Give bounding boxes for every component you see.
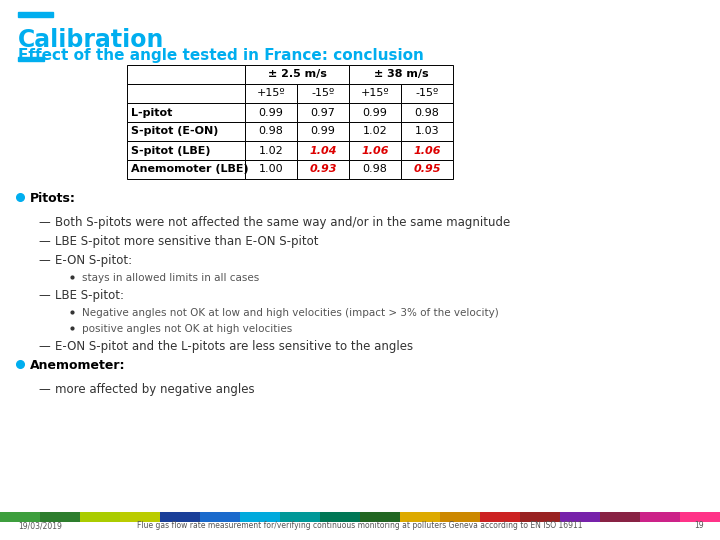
Bar <box>245 65 349 84</box>
Text: LBE S-pitot more sensitive than E-ON S-pitot: LBE S-pitot more sensitive than E-ON S-p… <box>55 235 318 248</box>
Bar <box>127 141 245 160</box>
Bar <box>160 512 200 522</box>
Bar <box>80 512 120 522</box>
Text: —: — <box>38 383 50 396</box>
Text: 1.02: 1.02 <box>363 126 387 137</box>
Bar <box>480 512 520 522</box>
Text: E-ON S-pitot and the L-pitots are less sensitive to the angles: E-ON S-pitot and the L-pitots are less s… <box>55 340 413 353</box>
Bar <box>18 12 53 17</box>
Bar <box>349 84 401 103</box>
Text: 1.00: 1.00 <box>258 165 283 174</box>
Text: S-pitot (LBE): S-pitot (LBE) <box>131 145 210 156</box>
Text: L-pitot: L-pitot <box>131 107 172 118</box>
Text: ± 38 m/s: ± 38 m/s <box>374 70 428 79</box>
Text: stays in allowed limits in all cases: stays in allowed limits in all cases <box>82 273 259 283</box>
Bar <box>245 122 297 141</box>
Bar <box>40 512 80 522</box>
Bar <box>349 141 401 160</box>
Text: ± 2.5 m/s: ± 2.5 m/s <box>268 70 326 79</box>
Bar <box>245 160 297 179</box>
Text: more affected by negative angles: more affected by negative angles <box>55 383 255 396</box>
Bar <box>18 57 44 61</box>
Text: 19: 19 <box>694 522 704 530</box>
Bar <box>297 141 349 160</box>
Text: 19/03/2019: 19/03/2019 <box>18 522 62 530</box>
Bar <box>127 160 245 179</box>
Text: 1.03: 1.03 <box>415 126 439 137</box>
Text: +15º: +15º <box>361 89 390 98</box>
Text: —: — <box>38 216 50 229</box>
Bar <box>360 512 400 522</box>
Bar <box>680 512 720 522</box>
Bar <box>245 84 297 103</box>
Text: 0.98: 0.98 <box>258 126 284 137</box>
Text: —: — <box>38 340 50 353</box>
Bar <box>0 512 40 522</box>
Text: 0.98: 0.98 <box>415 107 439 118</box>
Bar <box>349 160 401 179</box>
Text: -15º: -15º <box>311 89 335 98</box>
Bar <box>560 512 600 522</box>
Text: Calibration: Calibration <box>18 28 164 52</box>
Bar <box>400 512 440 522</box>
Text: 0.97: 0.97 <box>310 107 336 118</box>
Bar <box>120 512 160 522</box>
Text: 0.99: 0.99 <box>258 107 284 118</box>
Text: LBE S-pitot:: LBE S-pitot: <box>55 289 124 302</box>
Text: Both S-pitots were not affected the same way and/or in the same magnitude: Both S-pitots were not affected the same… <box>55 216 510 229</box>
Text: 0.95: 0.95 <box>413 165 441 174</box>
Text: Pitots:: Pitots: <box>30 192 76 205</box>
Text: -15º: -15º <box>415 89 438 98</box>
Bar <box>401 141 453 160</box>
Text: E-ON S-pitot:: E-ON S-pitot: <box>55 254 132 267</box>
Bar <box>401 84 453 103</box>
Text: —: — <box>38 254 50 267</box>
Bar <box>520 512 560 522</box>
Text: Negative angles not OK at low and high velocities (impact > 3% of the velocity): Negative angles not OK at low and high v… <box>82 308 499 318</box>
Text: 1.06: 1.06 <box>413 145 441 156</box>
Text: Anemometer:: Anemometer: <box>30 359 125 372</box>
Text: 1.06: 1.06 <box>361 145 389 156</box>
Bar <box>349 103 401 122</box>
Bar <box>127 84 245 103</box>
Text: —: — <box>38 289 50 302</box>
Bar <box>640 512 680 522</box>
Bar <box>600 512 640 522</box>
Text: —: — <box>38 235 50 248</box>
Text: Flue gas flow rate measurement for/verifying continuous monitoring at polluters : Flue gas flow rate measurement for/verif… <box>138 522 582 530</box>
Bar <box>240 512 280 522</box>
Text: 0.93: 0.93 <box>310 165 337 174</box>
Text: Effect of the angle tested in France: conclusion: Effect of the angle tested in France: co… <box>18 48 424 63</box>
Bar <box>127 65 245 84</box>
Text: 0.99: 0.99 <box>363 107 387 118</box>
Bar <box>245 103 297 122</box>
Bar <box>127 103 245 122</box>
Text: 1.04: 1.04 <box>310 145 337 156</box>
Bar <box>245 141 297 160</box>
Bar <box>349 122 401 141</box>
Text: S-pitot (E-ON): S-pitot (E-ON) <box>131 126 218 137</box>
Text: 0.99: 0.99 <box>310 126 336 137</box>
Text: 1.02: 1.02 <box>258 145 284 156</box>
Bar <box>297 160 349 179</box>
Text: positive angles not OK at high velocities: positive angles not OK at high velocitie… <box>82 324 292 334</box>
Text: 0.98: 0.98 <box>363 165 387 174</box>
Bar <box>440 512 480 522</box>
Bar <box>297 103 349 122</box>
Bar <box>401 160 453 179</box>
Text: +15º: +15º <box>257 89 285 98</box>
Text: Anemomoter (LBE): Anemomoter (LBE) <box>131 165 248 174</box>
Bar <box>320 512 360 522</box>
Bar <box>200 512 240 522</box>
Bar <box>297 84 349 103</box>
Bar <box>297 122 349 141</box>
Bar <box>127 122 245 141</box>
Bar <box>349 65 453 84</box>
Bar <box>280 512 320 522</box>
Bar <box>401 122 453 141</box>
Bar <box>401 103 453 122</box>
